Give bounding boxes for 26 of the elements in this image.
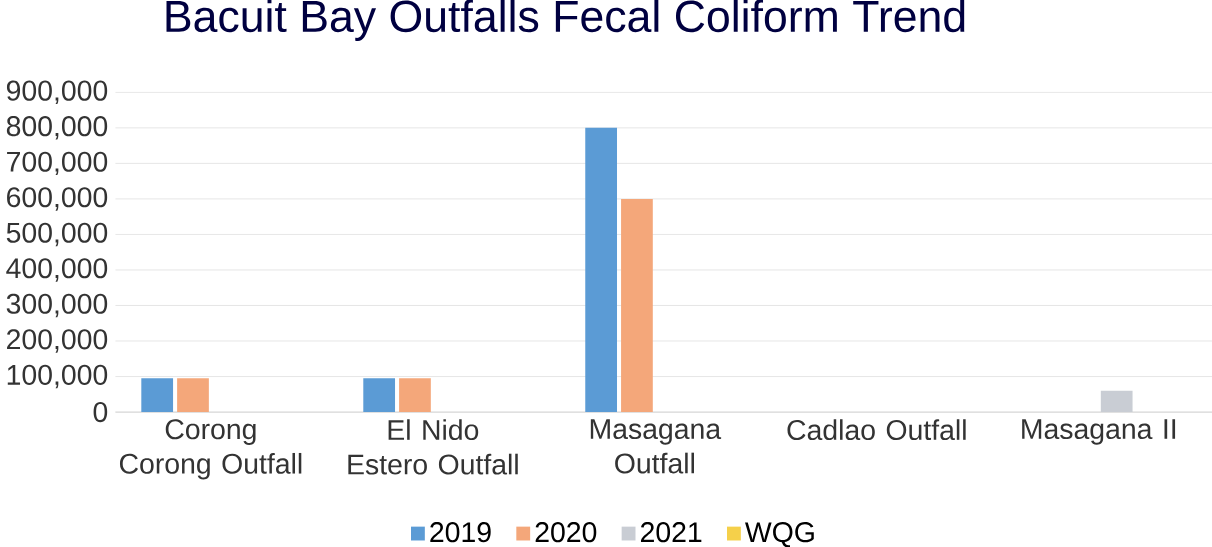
chart-title: Bacuit Bay Outfalls Fecal Coliform Trend <box>166 0 965 41</box>
legend-label: 2020 <box>535 522 597 543</box>
y-tick-label: 400,000 <box>6 258 108 282</box>
y-tick-label: 800,000 <box>6 116 108 140</box>
legend-label: WQG <box>745 522 814 547</box>
bar <box>141 378 174 413</box>
y-tick-label: 300,000 <box>6 293 108 318</box>
y-tick-label: 900,000 <box>6 80 108 105</box>
y-tick-label: 500,000 <box>6 222 108 247</box>
y-tick-label: 200,000 <box>7 329 108 353</box>
legend-label: 2021 <box>640 522 702 543</box>
bar <box>585 127 618 413</box>
y-tick-label: 700,000 <box>7 151 108 176</box>
x-tick-label: El Nido Estero Outfall <box>348 419 518 475</box>
bar <box>621 198 653 413</box>
x-tick-label: Masagana II <box>1022 419 1176 445</box>
legend-label: 2019 <box>430 522 491 543</box>
y-tick-label: 0 <box>93 401 108 423</box>
bar <box>363 378 396 413</box>
bar <box>177 378 209 413</box>
y-tick-label: 100,000 <box>7 364 108 389</box>
y-tick-label: 600,000 <box>7 187 108 211</box>
x-tick-label: Corong Corong Outfall <box>119 419 302 480</box>
x-tick-label: Masagana Outfall <box>590 419 722 474</box>
x-tick-label: Cadlao Outfall <box>787 419 966 441</box>
bar <box>399 378 431 413</box>
